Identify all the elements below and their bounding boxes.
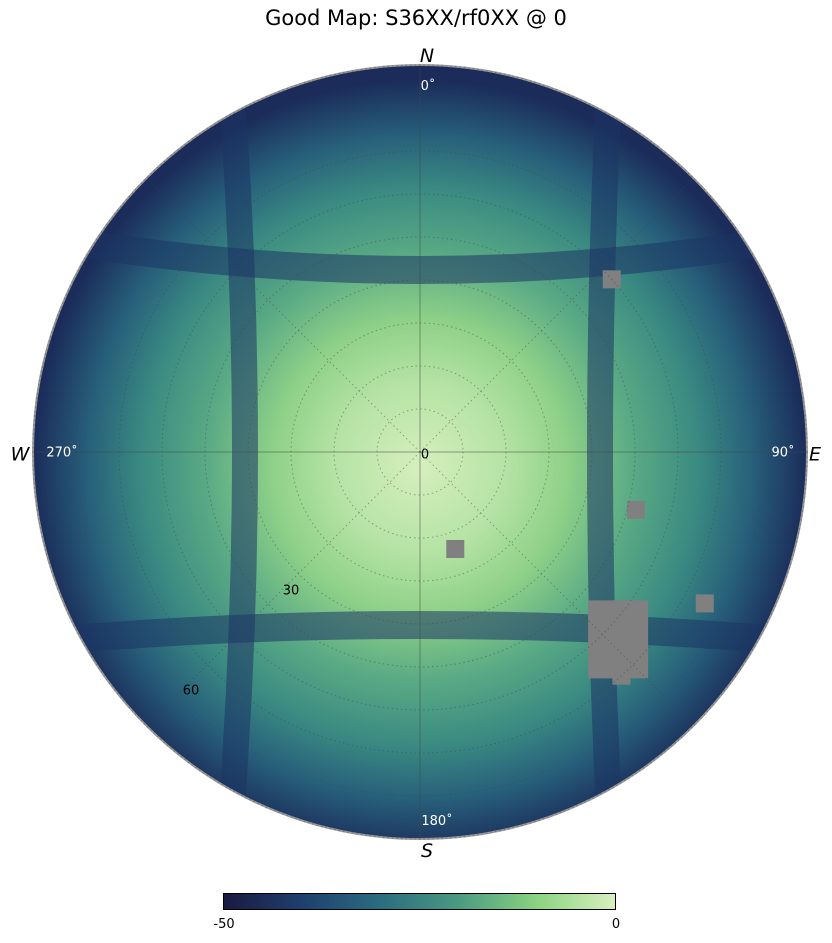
azimuth-spoke-315 bbox=[145, 177, 421, 453]
bad-pixel-region bbox=[612, 666, 631, 685]
zenith-tick-label-30: 30 bbox=[283, 584, 300, 599]
polar-axes bbox=[33, 65, 807, 839]
azimuth-tick-label-0: 0˚ bbox=[421, 78, 436, 94]
bad-pixel-region bbox=[602, 270, 621, 289]
map-seam-west bbox=[217, 68, 258, 832]
east-label: E bbox=[809, 444, 821, 466]
azimuth-tick-label-90: 90˚ bbox=[771, 445, 794, 461]
west-label: W bbox=[11, 444, 31, 466]
colorbar bbox=[223, 893, 616, 910]
zenith-tick-label-0: 0 bbox=[421, 448, 429, 463]
north-label: N bbox=[420, 45, 434, 67]
south-label: S bbox=[421, 840, 433, 862]
bad-pixel-region bbox=[626, 500, 645, 519]
colorbar-tick-max: 0 bbox=[611, 917, 621, 932]
map-seam-east bbox=[587, 69, 623, 831]
azimuth-tick-label-270: 270˚ bbox=[46, 445, 77, 461]
azimuth-spoke-225 bbox=[145, 451, 421, 727]
bad-pixel-region bbox=[588, 600, 649, 679]
colorbar-tick-min: -50 bbox=[213, 917, 235, 932]
bad-pixel-region bbox=[695, 594, 714, 613]
chart-title: Good Map: S36XX/rf0XX @ 0 bbox=[265, 6, 567, 30]
azimuth-spoke-45 bbox=[419, 177, 695, 453]
bad-pixel-region bbox=[446, 539, 465, 558]
azimuth-spoke-135 bbox=[419, 451, 695, 727]
azimuth-tick-label-180: 180˚ bbox=[421, 813, 452, 829]
zenith-tick-label-60: 60 bbox=[183, 684, 200, 699]
